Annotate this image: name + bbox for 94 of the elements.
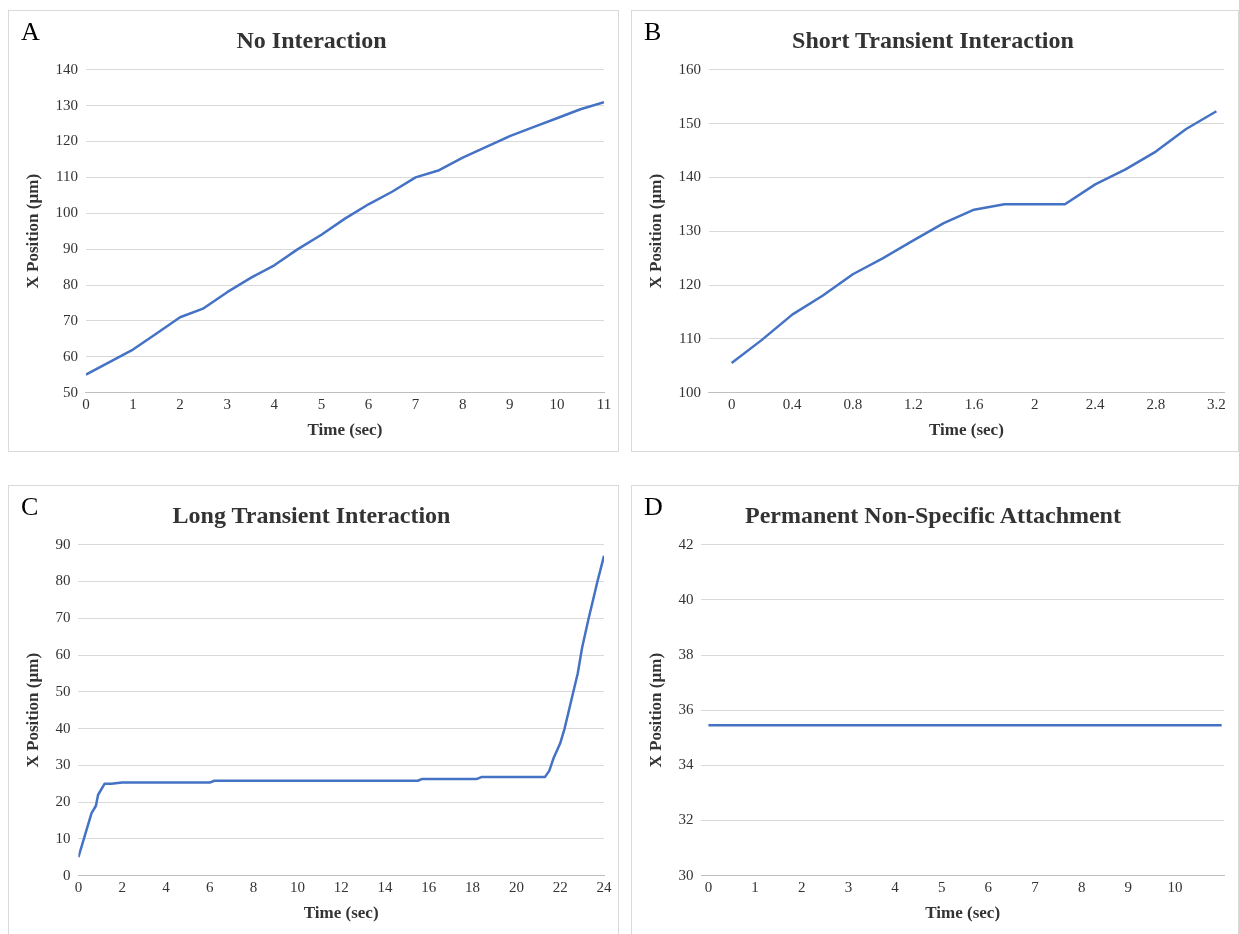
y-tick-label: 140 (55, 60, 78, 77)
x-tick-label: 3 (223, 395, 231, 412)
text: B (644, 17, 662, 47)
x-tick-label: 0 (727, 395, 736, 412)
y-tick-label: 20 (55, 793, 71, 810)
y-tick-label: 70 (62, 311, 78, 328)
y-tick-label: 32 (678, 811, 694, 828)
x-tick-label: 11 (596, 395, 612, 412)
y-tick-label: 50 (55, 682, 71, 699)
x-tick-label: 0.8 (843, 395, 863, 412)
chart-title: Long Transient Interaction (172, 501, 451, 528)
x-tick-label: 6 (364, 395, 373, 412)
chart-title: Short Transient Interaction (792, 26, 1074, 53)
x-tick-label: 8 (1077, 878, 1086, 895)
y-tick-label: 36 (678, 701, 694, 718)
x-axis-title: Time (sec) (307, 420, 383, 440)
x-tick-label: 4 (891, 878, 900, 895)
x-tick-label: 2.4 (1085, 395, 1106, 412)
x-tick-label: 9 (506, 395, 514, 412)
y-tick-label: 130 (678, 222, 701, 239)
y-tick-label: 70 (55, 609, 71, 626)
y-axis-title: X Position (µm) (22, 173, 42, 289)
x-tick-label: 9 (1124, 878, 1133, 895)
x-tick-label: 14 (377, 878, 393, 895)
y-tick-label: 30 (678, 866, 694, 883)
x-tick-label: 3.2 (1207, 395, 1226, 412)
y-tick-label: 110 (678, 329, 701, 346)
text: A (21, 17, 40, 47)
x-tick-label: 4 (162, 878, 171, 895)
x-tick-label: 0.4 (782, 395, 803, 412)
y-axis-title: X Position (µm) (645, 652, 665, 768)
y-tick-label: 140 (678, 168, 701, 185)
y-tick-label: 0 (62, 866, 71, 883)
x-tick-label: 1.6 (964, 395, 984, 412)
y-tick-label: 50 (62, 383, 78, 400)
x-tick-label: 3 (844, 878, 853, 895)
y-tick-label: 60 (62, 347, 78, 364)
x-tick-label: 2 (118, 878, 126, 895)
x-tick-label: 20 (508, 878, 524, 895)
x-tick-label: 8 (249, 878, 258, 895)
x-tick-label: 18 (465, 878, 481, 895)
x-axis-title: Time (sec) (929, 420, 1004, 440)
x-tick-label: 2.8 (1146, 395, 1166, 412)
chart-title: Permanent Non-Specific Attachment (745, 501, 1121, 528)
y-axis-title: X Position (µm) (645, 173, 665, 289)
y-tick-label: 110 (55, 168, 78, 185)
x-tick-label: 6 (984, 878, 993, 895)
x-tick-label: 2 (1030, 395, 1039, 412)
x-tick-label: 24 (596, 878, 612, 895)
y-tick-label: 90 (55, 535, 71, 552)
y-tick-label: 90 (62, 240, 78, 257)
y-tick-label: 30 (55, 756, 71, 773)
y-tick-label: 38 (678, 646, 694, 662)
x-axis-title: Time (sec) (925, 903, 1001, 923)
x-tick-label: 0 (704, 878, 713, 895)
x-tick-label: 10 (549, 395, 565, 412)
x-tick-label: 16 (421, 878, 437, 895)
x-tick-label: 2 (797, 878, 806, 895)
text: D (644, 492, 663, 522)
x-tick-label: 22 (552, 878, 568, 895)
y-tick-label: 100 (678, 383, 701, 400)
text: C (21, 492, 39, 522)
y-tick-label: 34 (678, 756, 694, 773)
y-tick-label: 10 (55, 829, 71, 846)
y-tick-label: 150 (678, 114, 701, 131)
y-tick-label: 40 (55, 719, 71, 736)
x-tick-label: 1 (751, 878, 759, 895)
x-tick-label: 7 (1031, 878, 1040, 895)
y-tick-label: 160 (678, 60, 701, 77)
x-tick-label: 7 (411, 395, 420, 412)
y-tick-label: 80 (55, 572, 71, 589)
x-tick-label: 8 (458, 395, 467, 412)
x-tick-label: 4 (270, 395, 279, 412)
x-tick-label: 10 (1167, 878, 1183, 895)
x-tick-label: 5 (937, 878, 946, 895)
y-tick-label: 80 (62, 275, 78, 292)
x-tick-label: 0 (82, 395, 90, 412)
y-tick-label: 120 (55, 132, 78, 149)
y-tick-label: 130 (55, 96, 78, 113)
y-tick-label: 40 (678, 590, 694, 607)
y-tick-label: 100 (55, 204, 78, 221)
y-axis-title: X Position (µm) (22, 652, 42, 768)
x-tick-label: 10 (289, 878, 305, 895)
y-tick-label: 60 (55, 646, 71, 662)
x-tick-label: 12 (333, 878, 349, 895)
x-tick-label: 1 (129, 395, 137, 412)
x-tick-label: 6 (206, 878, 215, 895)
x-tick-label: 2 (176, 395, 184, 412)
y-tick-label: 120 (678, 275, 701, 292)
y-tick-label: 42 (678, 535, 694, 552)
x-tick-label: 1.2 (904, 395, 923, 412)
x-tick-label: 5 (317, 395, 326, 412)
chart-title: No Interaction (236, 26, 387, 53)
x-axis-title: Time (sec) (303, 903, 379, 923)
